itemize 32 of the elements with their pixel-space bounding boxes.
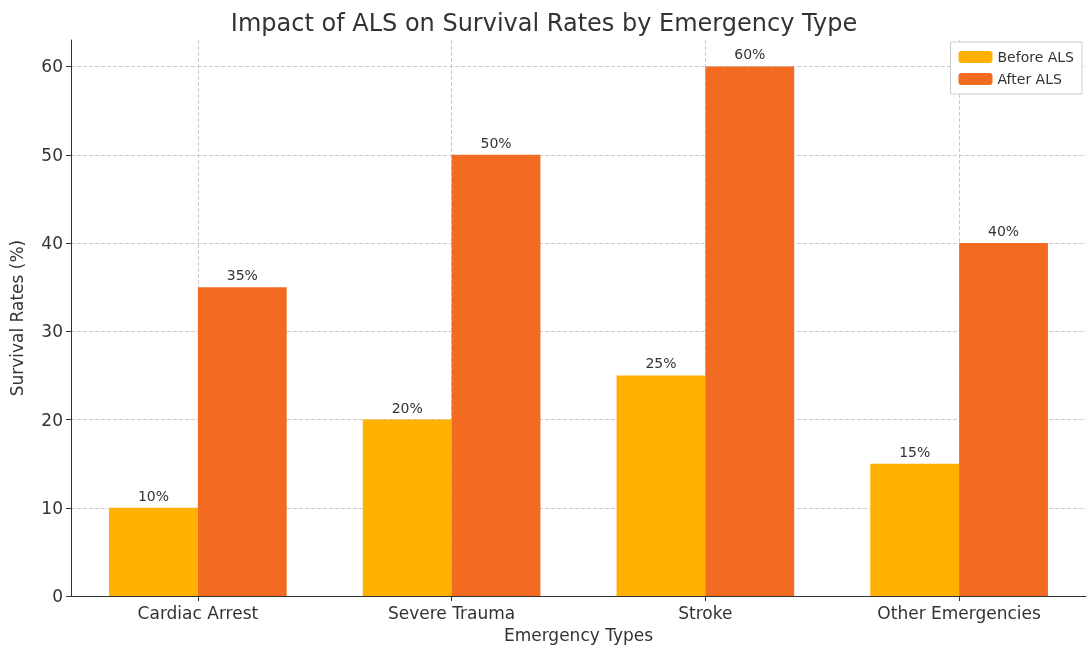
chart-title: Impact of ALS on Survival Rates by Emergency Type xyxy=(230,9,858,37)
y-tick-label: 60 xyxy=(41,56,63,77)
y-tick-label: 50 xyxy=(41,144,63,165)
y-tick-label: 40 xyxy=(41,233,63,254)
data-label: 40% xyxy=(987,223,1020,240)
x-tick-label: Cardiac Arrest xyxy=(137,602,259,623)
bar xyxy=(451,154,541,597)
y-tick-label: 10 xyxy=(41,497,63,518)
data-label: 25% xyxy=(645,355,677,372)
y-axis-title: Survival Rates (%) xyxy=(6,239,27,397)
bar xyxy=(362,419,452,597)
data-label: 10% xyxy=(137,487,170,504)
data-label: 35% xyxy=(226,267,258,284)
bar xyxy=(616,375,706,597)
y-tick-label: 20 xyxy=(41,409,63,430)
y-tick-label: 30 xyxy=(41,321,63,342)
y-tick-label: 0 xyxy=(52,586,63,607)
bar xyxy=(705,66,795,597)
data-label: 20% xyxy=(391,399,423,416)
bar xyxy=(109,507,198,597)
data-label: 15% xyxy=(899,443,931,460)
bar xyxy=(197,287,287,597)
bar xyxy=(870,463,960,597)
data-label: 60% xyxy=(734,46,766,63)
legend-label: Before ALS xyxy=(997,49,1075,65)
x-axis-title: Emergency Types xyxy=(503,624,654,645)
legend-label: After ALS xyxy=(997,71,1062,87)
data-label: 50% xyxy=(480,134,512,151)
x-tick-label: Severe Trauma xyxy=(387,602,516,623)
x-tick-label: Other Emergencies xyxy=(877,602,1042,623)
x-tick-label: Stroke xyxy=(678,602,733,623)
bar xyxy=(959,243,1048,597)
